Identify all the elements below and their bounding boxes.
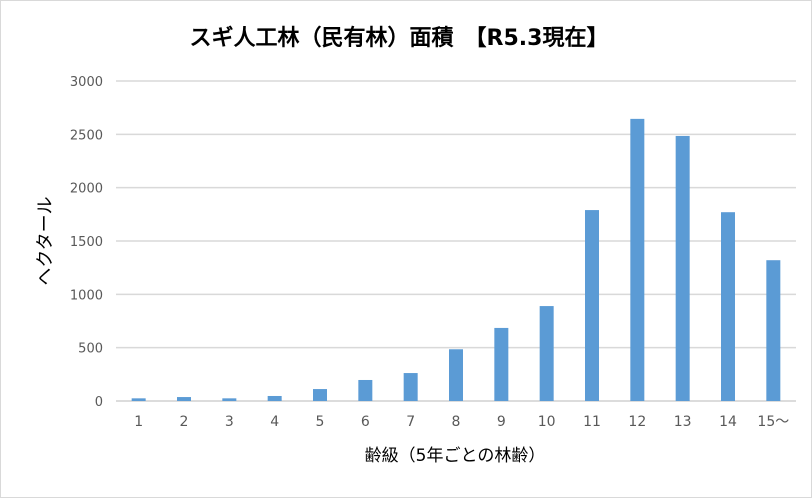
y-tick-label: 500 xyxy=(78,342,103,357)
y-tick-label: 1000 xyxy=(70,288,103,303)
x-tick-label: 5 xyxy=(316,414,325,430)
bar xyxy=(494,327,509,401)
bar xyxy=(358,379,373,401)
bar xyxy=(403,373,418,401)
y-tick-label: 1500 xyxy=(70,235,103,250)
x-tick-label: 4 xyxy=(270,414,279,430)
x-tick-label: 3 xyxy=(225,414,234,430)
bar xyxy=(177,397,191,401)
chart-title: スギ人工林（民有林）面積 【R5.3現在】 xyxy=(190,25,609,51)
x-tick-label: 15～ xyxy=(757,414,789,430)
y-tick-label: 2500 xyxy=(70,128,103,143)
x-tick-label: 9 xyxy=(497,414,506,430)
bar xyxy=(449,349,463,401)
bar xyxy=(766,260,781,401)
x-tick-label: 10 xyxy=(538,414,556,430)
y-axis-label: ヘクタール xyxy=(35,196,56,285)
x-tick-label: 1 xyxy=(134,414,143,430)
x-tick-label: 6 xyxy=(361,414,370,430)
y-tick-label: 3000 xyxy=(70,75,103,90)
x-tick-label: 7 xyxy=(406,414,415,430)
bar xyxy=(539,306,554,401)
y-tick-label: 0 xyxy=(95,395,103,410)
bar xyxy=(630,118,645,401)
y-tick-label: 2000 xyxy=(70,182,103,197)
x-tick-label: 8 xyxy=(452,414,461,430)
x-tick-label: 12 xyxy=(628,414,646,430)
bar xyxy=(222,398,237,401)
x-tick-label: 11 xyxy=(583,414,601,430)
x-tick-label: 2 xyxy=(180,414,189,430)
x-tick-label: 14 xyxy=(719,414,737,430)
bar xyxy=(267,395,282,401)
bar xyxy=(721,212,735,401)
bar xyxy=(675,135,690,401)
x-tick-label: 13 xyxy=(674,414,692,430)
bar xyxy=(313,389,327,401)
bar xyxy=(131,398,146,401)
x-axis-label: 齢級（5年ごとの林齢） xyxy=(365,446,546,466)
bar xyxy=(585,210,599,401)
